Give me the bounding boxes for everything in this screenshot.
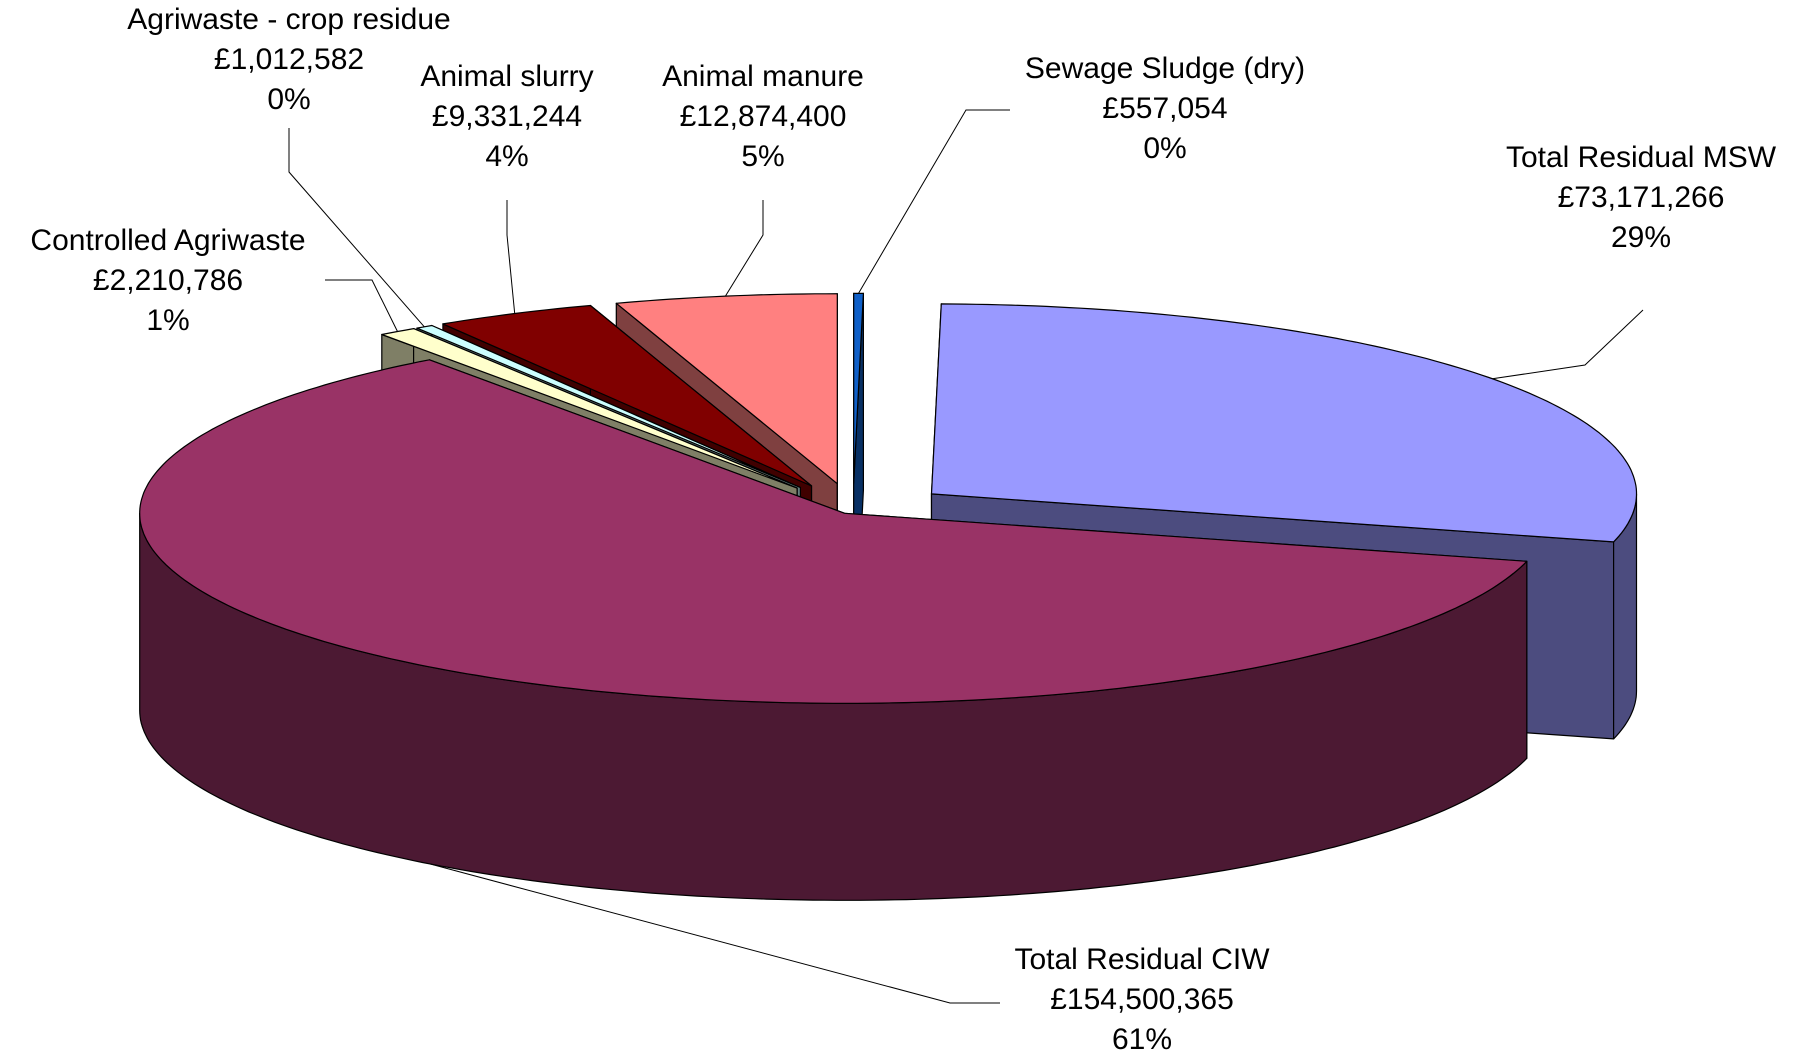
labels: Sewage Sludge (dry) £557,054 0% Total Resid… bbox=[30, 3, 1776, 1056]
leader-line bbox=[724, 200, 764, 297]
leader-line bbox=[506, 200, 516, 314]
percent-label: 29% bbox=[1611, 221, 1671, 254]
slice-label: Total Residual CIW bbox=[1014, 943, 1270, 976]
percent-label: 61% bbox=[1112, 1023, 1172, 1056]
leader-line bbox=[1492, 309, 1644, 380]
leader-line bbox=[858, 109, 1010, 294]
value-label: £1,012,582 bbox=[214, 43, 364, 76]
value-label: £9,331,244 bbox=[432, 100, 582, 133]
slice-label: Total Residual MSW bbox=[1506, 141, 1777, 174]
percent-label: 0% bbox=[1143, 132, 1186, 165]
leader-line bbox=[288, 128, 425, 328]
slice-top bbox=[139, 359, 1528, 704]
value-label: £73,171,266 bbox=[1558, 181, 1725, 214]
slice-label: Animal slurry bbox=[420, 60, 593, 93]
slice-label: Controlled Agriwaste bbox=[30, 224, 305, 257]
slice bbox=[139, 359, 1528, 901]
slice-label: Agriwaste - crop residue bbox=[127, 3, 450, 36]
value-label: £2,210,786 bbox=[93, 264, 243, 297]
pie bbox=[139, 292, 1638, 901]
slice-label: Animal manure bbox=[662, 60, 864, 93]
value-label: £154,500,365 bbox=[1050, 983, 1234, 1016]
percent-label: 0% bbox=[267, 83, 310, 116]
percent-label: 4% bbox=[485, 140, 528, 173]
percent-label: 1% bbox=[146, 304, 189, 337]
percent-label: 5% bbox=[741, 140, 784, 173]
value-label: £12,874,400 bbox=[680, 100, 847, 133]
slice-label: Sewage Sludge (dry) bbox=[1025, 52, 1305, 85]
leader-line bbox=[325, 279, 398, 332]
leader-line bbox=[429, 863, 1000, 1004]
value-label: £557,054 bbox=[1102, 92, 1227, 125]
